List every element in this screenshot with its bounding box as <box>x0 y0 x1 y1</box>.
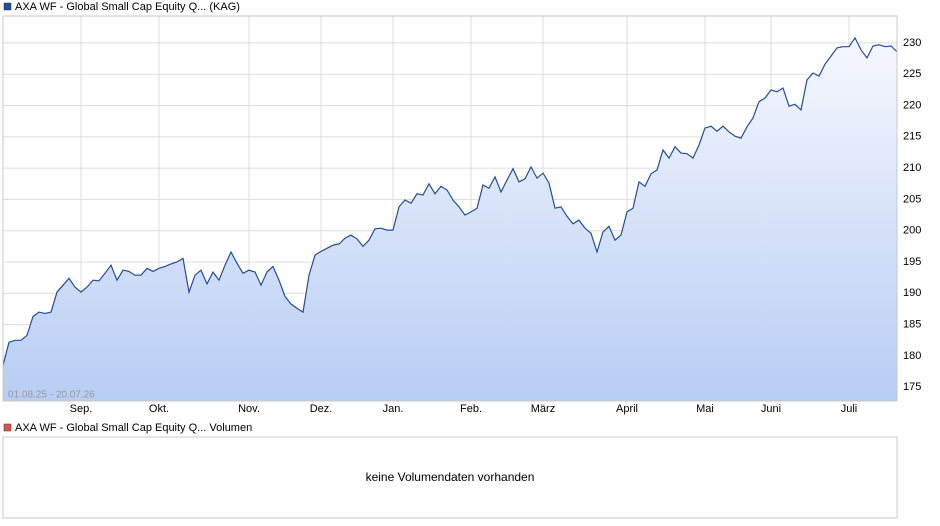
y-tick-label: 210 <box>903 162 921 174</box>
y-tick-label: 200 <box>903 225 921 237</box>
x-tick-label: März <box>531 403 555 415</box>
x-tick-label: Mai <box>696 403 714 415</box>
y-tick-label: 215 <box>903 131 921 143</box>
y-tick-label: 220 <box>903 99 921 111</box>
y-tick-label: 190 <box>903 287 921 299</box>
y-tick-label: 180 <box>903 350 921 362</box>
volume-frame <box>2 436 898 519</box>
x-tick-label: Jan. <box>383 403 404 415</box>
x-tick-label: Juni <box>761 403 781 415</box>
volume-title: AXA WF - Global Small Cap Equity Q... Vo… <box>15 422 252 434</box>
x-tick-label: Dez. <box>310 403 333 415</box>
x-tick-label: Sep. <box>70 403 93 415</box>
x-tick-label: Okt. <box>149 403 169 415</box>
y-tick-label: 175 <box>903 381 921 393</box>
x-tick-label: Juli <box>841 403 858 415</box>
y-tick-label: 195 <box>903 256 921 268</box>
price-line <box>2 36 898 366</box>
x-tick-label: April <box>616 403 638 415</box>
y-tick-label: 225 <box>903 68 921 80</box>
volume-message: keine Volumendaten vorhanden <box>366 470 535 484</box>
plot-border <box>2 15 898 402</box>
plot <box>2 36 898 402</box>
legend-label: AXA WF - Global Small Cap Equity Q... (K… <box>15 1 240 13</box>
date-range: 01.08.25 - 20.07.26 <box>8 390 95 401</box>
x-tick-label: Nov. <box>238 403 260 415</box>
legend-swatch <box>3 2 12 11</box>
volume-swatch <box>3 423 12 432</box>
y-tick-label: 230 <box>903 37 921 49</box>
y-tick-label: 205 <box>903 193 921 205</box>
y-tick-label: 185 <box>903 319 921 331</box>
x-tick-label: Feb. <box>460 403 482 415</box>
area-fill <box>3 37 897 402</box>
